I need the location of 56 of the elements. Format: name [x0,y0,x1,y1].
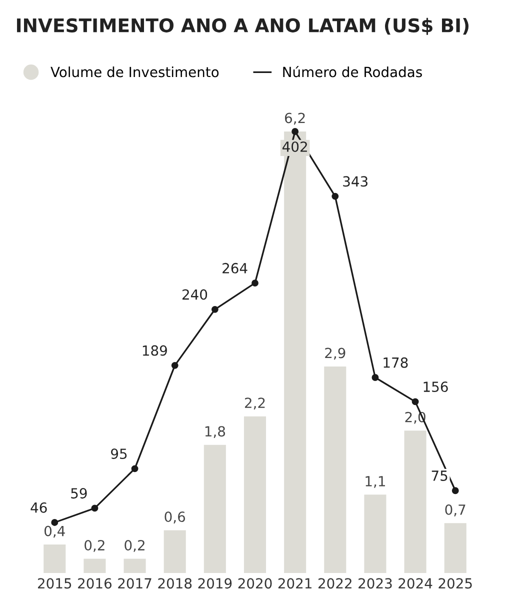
x-tick-label: 2019 [198,578,232,589]
point [452,487,459,494]
bar [124,558,146,573]
legend-label: Volume de Investimento [50,66,219,78]
bar [324,366,346,573]
point [332,192,339,200]
data-label: 75 [432,470,448,481]
point [51,519,58,526]
point [372,374,379,381]
data-label: 264 [222,262,248,274]
point [412,398,419,406]
x-tick-label: 2018 [158,578,192,589]
point [91,504,98,512]
bar [444,523,466,573]
x-tick-label: 2016 [78,578,112,589]
data-label: 95 [111,448,127,460]
data-label: 240 [182,289,208,300]
data-label: 46 [30,502,47,513]
bar [44,544,66,573]
data-label: 156 [424,382,448,392]
data-label: 178 [384,357,408,368]
bar [364,494,386,573]
data-label: 1,8 [205,426,226,438]
data-label: 343 [343,176,368,187]
point [252,280,258,287]
x-tick-label: 2022 [318,578,352,589]
data-label: 2,2 [244,398,265,410]
data-label: 0,7 [445,504,466,516]
x-tick-label: 2024 [398,578,432,589]
x-tick-label: 2020 [238,578,272,589]
bar [84,558,106,573]
bar [204,444,226,573]
data-label: 0,4 [44,526,65,538]
x-tick-label: 2023 [358,578,392,589]
legend-label: Número de Rodadas [283,66,422,78]
bar [244,416,266,573]
data-label: 0,2 [84,540,104,552]
point [292,128,299,135]
x-tick-label: 2015 [38,578,72,589]
data-label: 6,2 [285,112,305,125]
x-tick-label: 2021 [278,578,312,589]
bar [404,430,426,573]
data-label: 189 [142,345,167,356]
bar [164,530,186,573]
data-label: 402 [282,141,307,152]
point [211,306,218,313]
point [131,465,138,472]
data-label: 1,1 [366,476,385,488]
point [171,362,178,369]
x-tick-label: 2017 [118,578,152,589]
data-label: 2,9 [325,348,346,360]
data-label: 0,2 [124,540,144,552]
x-tick-label: 2025 [438,578,472,589]
data-label: 59 [71,488,87,499]
chart-title: INVESTIMENTO ANO A ANO LATAM (US$ BI) [17,18,468,35]
data-label: 0,6 [164,512,186,524]
